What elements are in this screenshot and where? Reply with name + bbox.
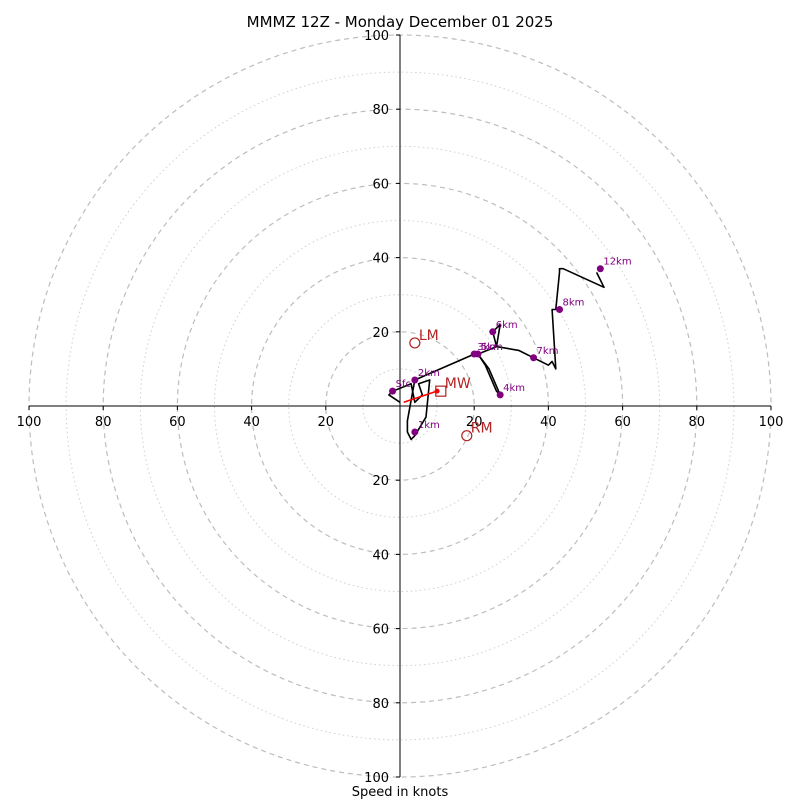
height-point-7km — [530, 354, 538, 362]
tick-label-bottom-60: 60 — [372, 623, 389, 638]
height-label-7km: 7km — [537, 346, 559, 357]
storm-motion-marker-lm — [409, 337, 421, 349]
height-point-6km — [489, 328, 497, 336]
height-label-6km: 6km — [496, 320, 518, 331]
height-label-12km: 12km — [603, 257, 631, 268]
tick-labels: 100 80 60 40 20 20 40 60 80 100 100 80 60 40 20 20 40 60 8… — [17, 29, 784, 786]
storm-motion-label-rm: RM — [471, 421, 493, 437]
chart-title: MMMZ 12Z - Monday December 01 2025 — [247, 13, 554, 31]
tick-label-left-80: 80 — [95, 415, 112, 430]
tick-label-left-60: 60 — [169, 415, 186, 430]
tick-label-bottom-20: 20 — [372, 474, 389, 489]
tick-label-left-20: 20 — [318, 415, 335, 430]
hodograph-line — [388, 267, 605, 441]
height-point-4km — [496, 391, 504, 399]
tick-label-top-20: 20 — [372, 326, 389, 341]
storm-motion-markers: LM RM MW — [409, 328, 493, 442]
storm-motion-label-mw: MW — [445, 376, 471, 392]
tick-label-top-40: 40 — [372, 252, 389, 267]
hodograph-trace — [388, 267, 605, 441]
tick-label-top-100: 100 — [364, 29, 389, 44]
tick-label-bottom-40: 40 — [372, 548, 389, 563]
height-point-12km — [596, 265, 604, 273]
height-label-2km: 2km — [418, 368, 440, 379]
tick-label-right-100: 100 — [759, 415, 784, 430]
height-label-4km: 4km — [503, 383, 525, 394]
height-point-sfc — [389, 387, 397, 395]
tick-label-right-80: 80 — [689, 415, 706, 430]
tick-label-right-60: 60 — [614, 415, 631, 430]
tick-label-bottom-100: 100 — [364, 771, 389, 786]
storm-motion-marker-mw — [435, 385, 447, 397]
x-axis-label: Speed in knots — [352, 785, 449, 800]
axes — [29, 35, 771, 777]
height-point-2km — [411, 376, 419, 384]
tick-label-top-60: 60 — [372, 177, 389, 192]
height-label-sfc: Sfc — [396, 379, 411, 390]
height-label-5km: 5km — [481, 342, 503, 353]
height-label-1km: 1km — [418, 420, 440, 431]
tick-label-right-40: 40 — [540, 415, 557, 430]
tick-label-bottom-80: 80 — [372, 697, 389, 712]
tick-label-left-100: 100 — [17, 415, 42, 430]
tick-label-right-20: 20 — [466, 415, 483, 430]
height-markers: Sfc 1km 2km 3km 4km 5km 6km 7km 8km 12km — [389, 257, 632, 436]
height-point-5km — [474, 350, 482, 358]
height-label-8km: 8km — [563, 298, 585, 309]
height-point-1km — [411, 428, 419, 436]
height-point-8km — [556, 306, 564, 314]
height-label-3km: 3km — [477, 342, 499, 353]
tick-label-top-80: 80 — [372, 103, 389, 118]
tick-label-left-40: 40 — [243, 415, 260, 430]
storm-motion-label-lm: LM — [419, 328, 439, 344]
mean-wind-vector-line — [403, 390, 438, 404]
storm-motion-marker-rm — [461, 430, 473, 442]
